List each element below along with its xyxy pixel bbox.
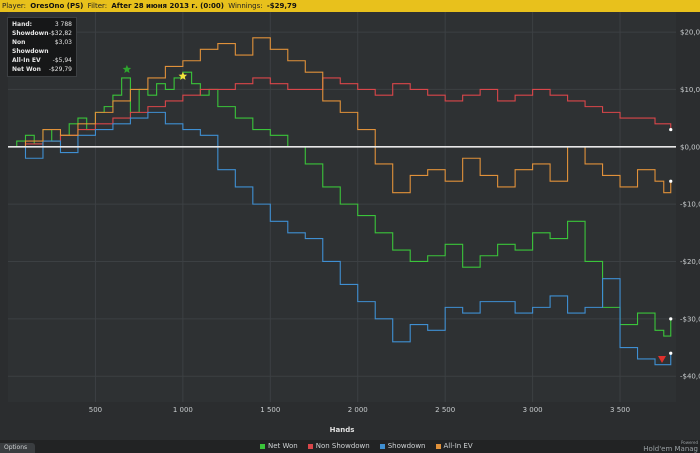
series-end-point [669,351,673,355]
y-tick-label: -$20,00 [680,258,700,266]
x-tick-label: 2 000 [348,406,368,414]
winnings-label: Winnings: [228,2,263,10]
x-tick-label: 2 500 [435,406,455,414]
options-button[interactable]: Options [0,443,36,453]
y-tick-label: $0,00 [680,143,700,151]
stat-row-hands: Hand: 3 788 [12,21,72,28]
legend-swatch [379,444,385,449]
legend-item-showdown[interactable]: Showdown [379,440,426,453]
x-axis-title: Hands [330,426,355,434]
stat-row-showdown: Showdown -$32,82 [12,30,72,37]
x-tick-label: 3 500 [610,406,630,414]
x-tick-label: 1 500 [260,406,280,414]
stats-panel: Hand: 3 788 Showdown -$32,82 Non Showdown $… [7,17,77,77]
series-end-point [669,179,673,183]
star-marker-icon [178,71,188,80]
legend-item-all-in-ev[interactable]: All-In EV [435,440,473,453]
winnings-value: -$29,79 [266,2,297,10]
filter-label: Filter: [87,2,108,10]
x-tick-label: 1 000 [173,406,193,414]
series-end-point [669,317,673,321]
legend-item-non-showdown[interactable]: Non Showdown [307,440,370,453]
plot-area [8,12,676,402]
player-value: OresOno (PS) [30,2,84,10]
y-tick-label: -$40,00 [680,373,700,381]
graph-plot[interactable]: 500 1 000 1 500 2 000 2 500 3 000 3 500 $20,00 $… [0,12,700,440]
y-tick-label: -$10,00 [680,201,700,209]
stat-row-allin-ev: All-In EV -$5,94 [12,57,72,64]
triangle-down-marker-icon [658,355,667,363]
x-tick-label: 3 000 [523,406,543,414]
y-tick-label: $20,00 [680,29,700,37]
x-tick-label: 500 [89,406,102,414]
series-line-showdown [8,111,672,366]
stat-row-non-showdown: Non Showdown $3,03 [12,39,72,55]
player-label: Player: [2,2,27,10]
star-marker-icon [122,64,132,73]
filter-value[interactable]: After 28 июня 2013 г. (0:00) [111,2,224,10]
series-line-net-won [8,71,672,337]
stat-row-net-won: Net Won -$29,79 [12,66,72,73]
legend-item-net-won[interactable]: Net Won [260,440,298,453]
legend-bar: Net Won Non Showdown Showdown All-In EV [0,440,700,453]
series-end-point [669,127,673,132]
title-bar: Player: OresOno (PS) Filter: After 28 ию… [0,0,700,12]
legend-swatch [307,444,313,449]
y-tick-label: -$30,00 [680,315,700,323]
legend-swatch [260,444,265,449]
legend-swatch [435,444,441,449]
brand-logo: Powered Hold'em Manag [643,440,698,453]
y-tick-label: $10,00 [680,86,700,94]
series-line-non-showdown [8,77,672,148]
